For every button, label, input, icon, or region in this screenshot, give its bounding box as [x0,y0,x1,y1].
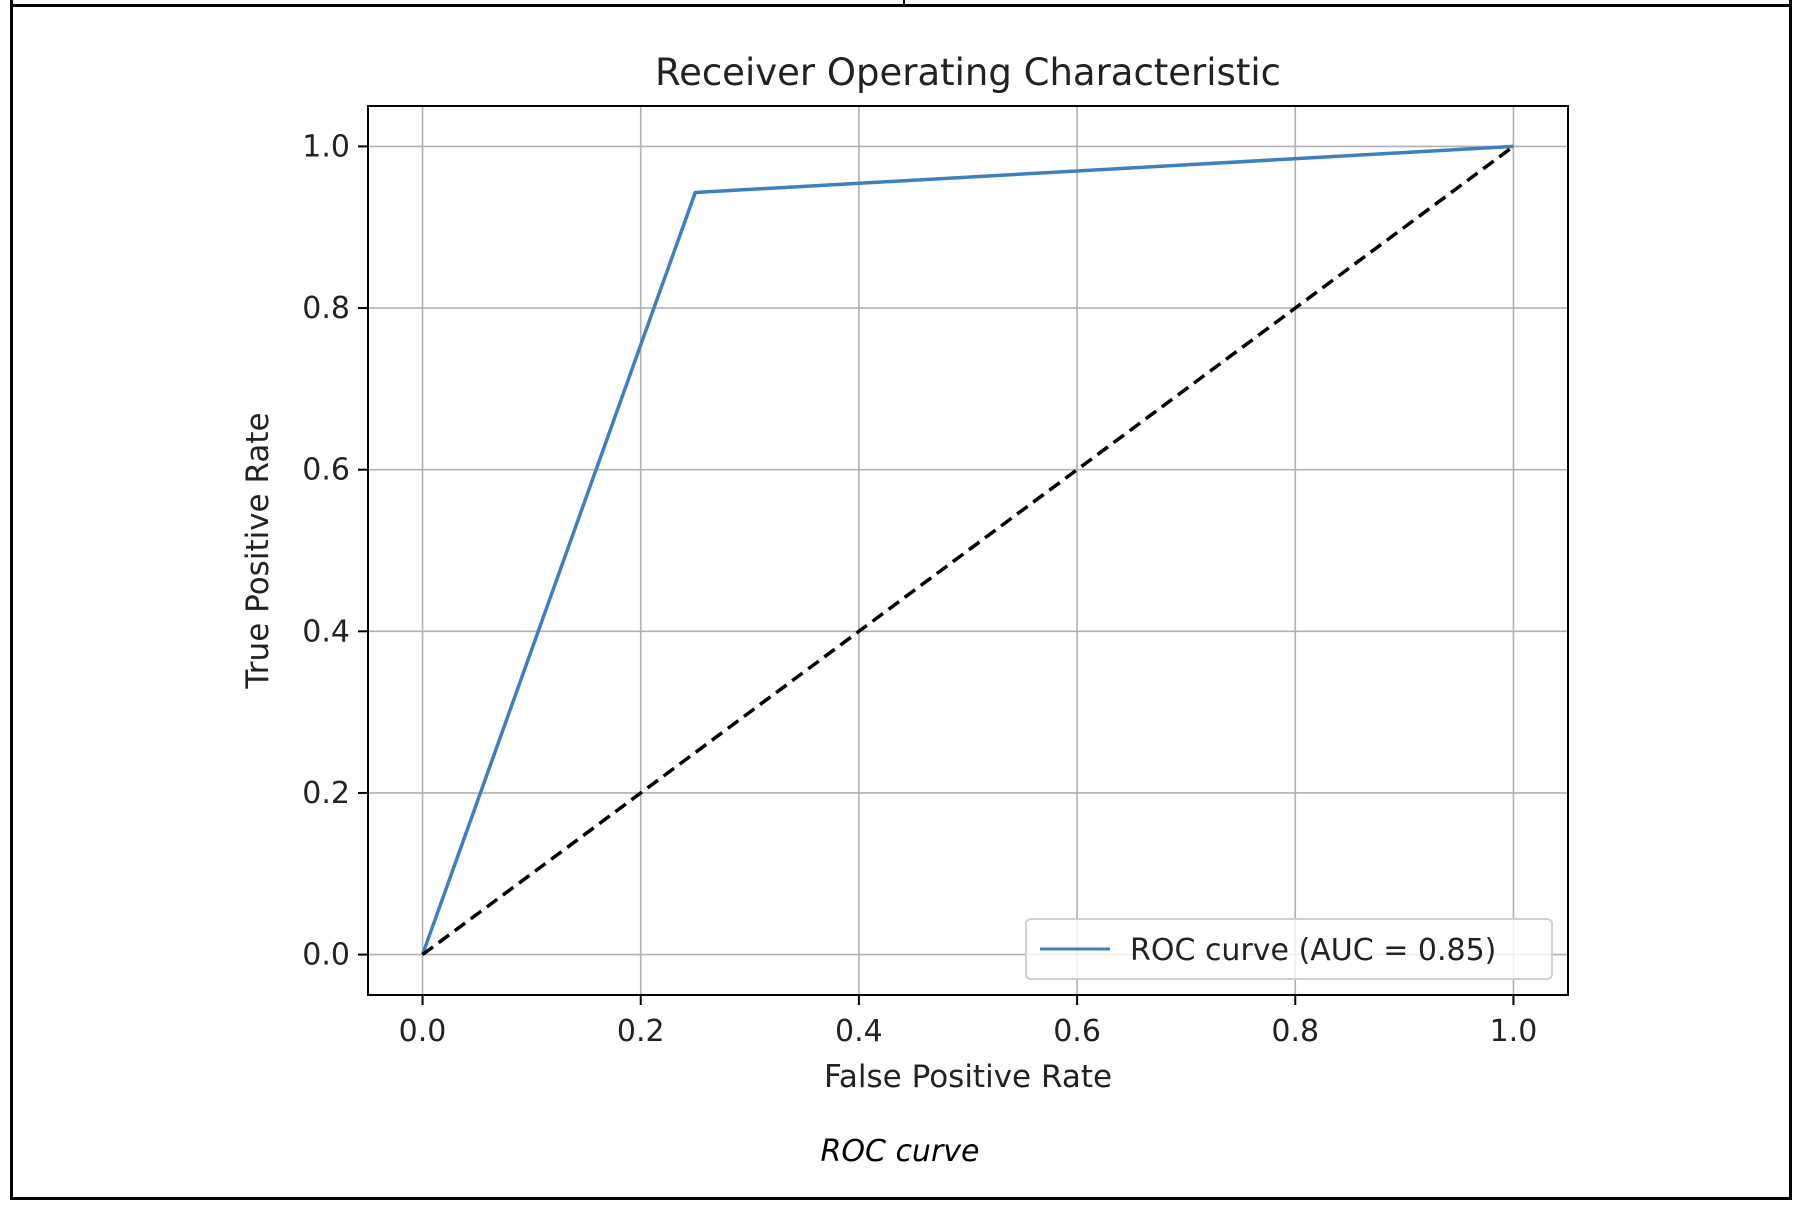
plot-area-border [367,105,1569,996]
roc-curve-line [420,144,1514,956]
x-tick-label: 0.8 [1271,1014,1319,1049]
series-lines [420,144,1515,956]
top-border [10,4,1792,7]
y-tick-label: 1.0 [302,129,350,164]
figure-caption: ROC curve [820,1134,980,1169]
x-tick-label: 0.0 [399,1014,447,1049]
diagonal-reference-line [421,145,1515,956]
legend-box [1025,918,1553,980]
y-axis-label: True Positive Rate [240,412,276,689]
legend: ROC curve (AUC = 0.85) [1025,918,1553,980]
axis-ticks: 0.0 0.2 0.4 0.6 0.8 1.0 0.0 0.2 0.4 0.6 0.8 1.0 [302,129,1537,1049]
figure-frame [10,0,1792,1200]
x-tick-label: 0.4 [835,1014,883,1049]
y-tick-label: 0.6 [302,453,350,488]
cell-divider [903,0,905,6]
x-tick-label: 0.2 [617,1014,665,1049]
y-tick-label: 0.0 [302,938,350,973]
y-tick-label: 0.4 [302,614,350,649]
chart-title: Receiver Operating Characteristic [655,51,1281,94]
x-tick-label: 0.6 [1053,1014,1101,1049]
y-tick-label: 0.2 [302,776,350,811]
legend-entry-roc: ROC curve (AUC = 0.85) [1130,933,1496,968]
grid-lines [368,106,1568,995]
x-tick-label: 1.0 [1490,1014,1538,1049]
y-tick-label: 0.8 [302,291,350,326]
x-axis-label: False Positive Rate [824,1059,1112,1095]
